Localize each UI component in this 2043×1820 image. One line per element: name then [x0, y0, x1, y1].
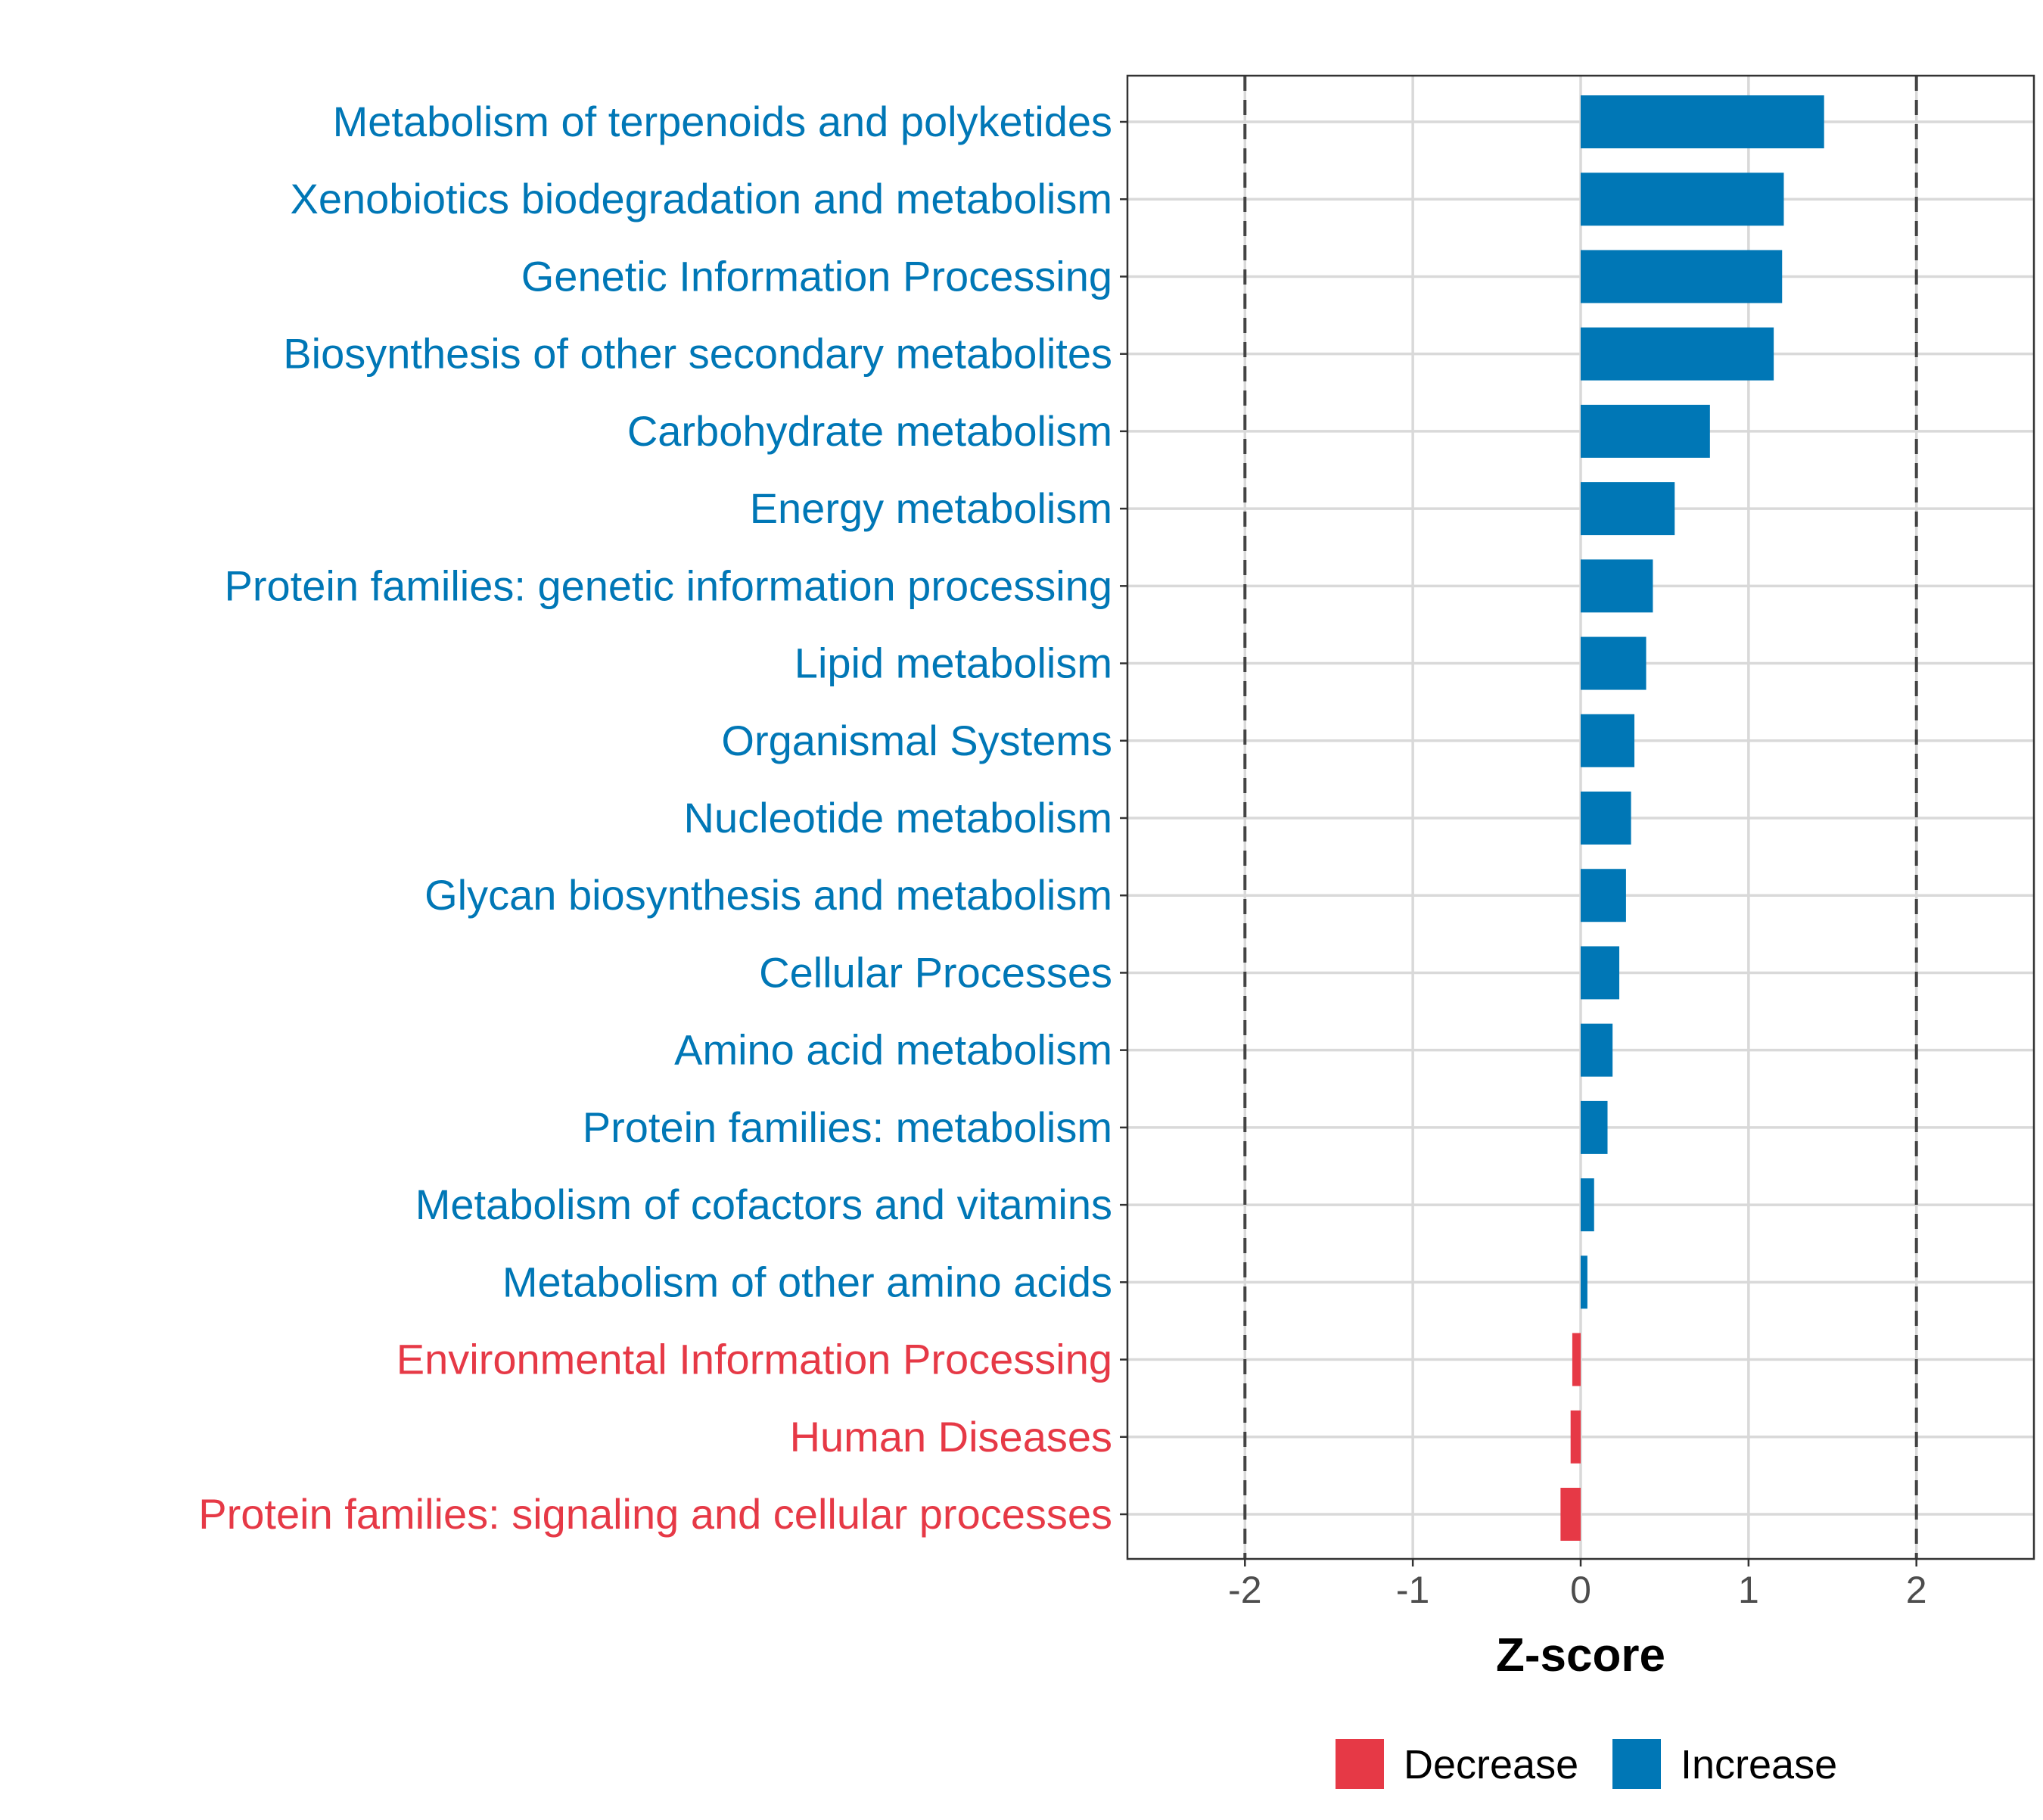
bar: [1581, 636, 1647, 690]
x-tick-label: -2: [1228, 1569, 1261, 1611]
category-label: Glycan biosynthesis and metabolism: [424, 871, 1112, 919]
x-tick-label: 2: [1906, 1569, 1927, 1611]
bar: [1581, 792, 1631, 845]
legend: Decrease Increase: [1336, 1739, 1837, 1789]
bar: [1572, 1333, 1581, 1386]
category-label: Amino acid metabolism: [674, 1026, 1112, 1074]
category-label: Organismal Systems: [721, 717, 1112, 764]
bar: [1560, 1488, 1581, 1541]
legend-key-decrease: [1336, 1739, 1384, 1789]
category-label: Carbohydrate metabolism: [627, 407, 1112, 455]
category-label: Environmental Information Processing: [396, 1336, 1112, 1383]
category-label: Biosynthesis of other secondary metaboli…: [283, 330, 1112, 378]
bar: [1581, 1178, 1594, 1232]
x-tick-label: 0: [1570, 1569, 1591, 1611]
bar: [1581, 404, 1710, 458]
category-label: Protein families: metabolism: [583, 1103, 1112, 1151]
category-label: Cellular Processes: [759, 948, 1112, 996]
category-label: Metabolism of other amino acids: [502, 1258, 1112, 1305]
bar: [1581, 95, 1824, 148]
bar: [1581, 250, 1783, 303]
category-label: Energy metabolism: [750, 484, 1112, 532]
bar: [1581, 1023, 1613, 1077]
category-label: Lipid metabolism: [794, 639, 1112, 687]
legend-label: Increase: [1681, 1742, 1837, 1787]
bar: [1581, 559, 1653, 613]
bar: [1581, 327, 1774, 381]
bar: [1581, 714, 1634, 767]
bar: [1581, 869, 1626, 922]
category-label: Protein families: signaling and cellular…: [198, 1490, 1112, 1538]
category-label: Genetic Information Processing: [521, 252, 1112, 300]
x-axis-title: Z-score: [1496, 1629, 1665, 1682]
category-label: Human Diseases: [790, 1413, 1112, 1461]
bar: [1581, 1100, 1608, 1154]
bars: [1560, 95, 1824, 1541]
reference-lines: [1243, 76, 1918, 1559]
category-label: Nucleotide metabolism: [684, 794, 1112, 842]
legend-key-increase: [1612, 1739, 1661, 1789]
bar: [1570, 1410, 1581, 1464]
bar: [1581, 946, 1620, 1000]
category-label: Metabolism of terpenoids and polyketides: [333, 98, 1112, 145]
x-tick-label: 1: [1738, 1569, 1759, 1611]
category-label: Metabolism of cofactors and vitamins: [415, 1181, 1112, 1228]
bar: [1581, 482, 1675, 536]
x-tick-label: -1: [1396, 1569, 1429, 1611]
category-label: Xenobiotics biodegradation and metabolis…: [291, 175, 1112, 222]
x-axis-ticks: -2 -1 0 1 2: [1228, 1559, 1927, 1611]
bar: [1581, 173, 1784, 226]
category-label: Protein families: genetic information pr…: [225, 562, 1112, 609]
category-labels: Metabolism of terpenoids and polyketides…: [198, 98, 1127, 1538]
bar: [1581, 1255, 1587, 1309]
legend-label: Decrease: [1404, 1742, 1578, 1787]
